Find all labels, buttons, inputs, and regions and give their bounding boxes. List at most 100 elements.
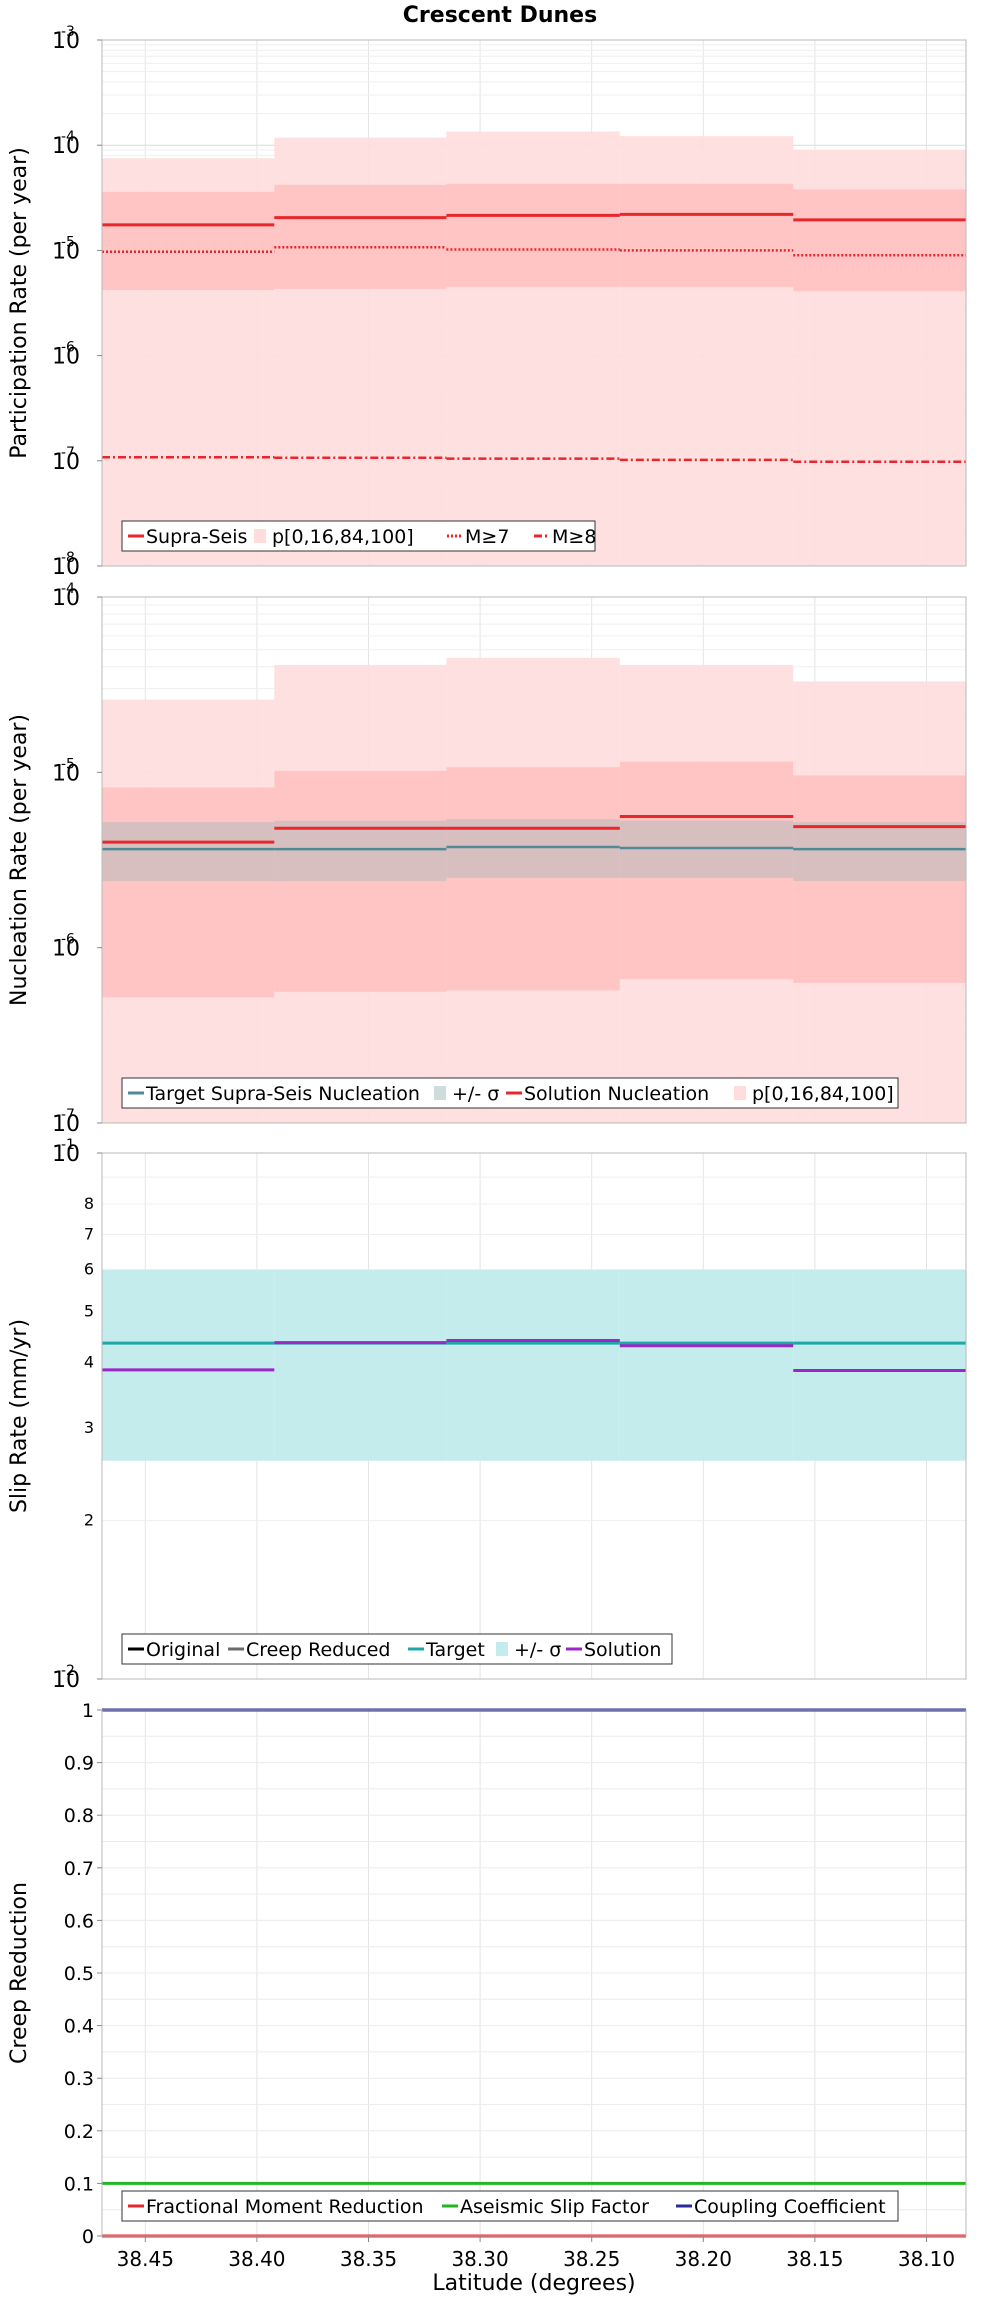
legend-label: Supra-Seis bbox=[146, 526, 247, 548]
band-rect-p-0-16-84-100-inner bbox=[619, 761, 794, 980]
legend-label: Coupling Coefficient bbox=[694, 2196, 886, 2218]
band-rect-p-0-16-84-100-inner bbox=[274, 184, 447, 289]
band-rect-p-0-16-84-100-inner bbox=[446, 183, 620, 287]
y-axis-label: Participation Rate (per year) bbox=[7, 147, 32, 459]
legend-label: +/- σ bbox=[452, 1083, 499, 1105]
legend-label: Original bbox=[146, 1639, 220, 1661]
y-tick-label: 0.8 bbox=[64, 1805, 94, 1827]
legend-label: p[0,16,84,100] bbox=[752, 1083, 894, 1105]
y-tick-label: 10 bbox=[52, 937, 80, 962]
x-tick-label: 38.20 bbox=[675, 2247, 732, 2271]
legend-swatch bbox=[734, 1086, 746, 1100]
creep-reduction-panel: 1 0.9 0.8 0.7 0.6 0.5 0.4 0.3 0.2 0.1 0 Creep Reduc… bbox=[7, 1700, 967, 2248]
legend-label: M≥7 bbox=[465, 526, 509, 548]
band-rect-p-0-16-84-100-inner bbox=[102, 191, 275, 291]
y-tick-exponent: -6 bbox=[61, 340, 75, 356]
y-tick-label: 1 bbox=[82, 1700, 94, 1722]
legend-box bbox=[121, 520, 596, 552]
legend: Original Creep Reduced Target +/- σ Solution bbox=[121, 1633, 673, 1665]
band-rect-- bbox=[274, 1269, 447, 1461]
y-tick-label: 0.1 bbox=[64, 2173, 94, 2195]
legend-label: M≥8 bbox=[552, 526, 596, 548]
y-tick-label: 0.7 bbox=[64, 1858, 94, 1880]
y-axis-label: Slip Rate (mm/yr) bbox=[7, 1319, 32, 1513]
x-tick-label: 38.10 bbox=[898, 2247, 955, 2271]
y-minor-tick-label: 6 bbox=[84, 1260, 94, 1279]
y-tick-label: 10 bbox=[52, 239, 80, 264]
legend-swatch bbox=[496, 1642, 508, 1656]
band-rect-- bbox=[793, 1269, 966, 1461]
legend: Target Supra-Seis Nucleation +/- σ Solutio… bbox=[121, 1077, 899, 1109]
y-tick-label: 10 bbox=[52, 345, 80, 370]
legend-box bbox=[121, 2190, 899, 2222]
legend-label: Solution bbox=[584, 1639, 661, 1661]
y-tick-exponent: -3 bbox=[61, 24, 75, 40]
y-tick-label: 10 bbox=[52, 1668, 80, 1693]
band-rect-- bbox=[619, 1269, 794, 1461]
legend-label: p[0,16,84,100] bbox=[272, 526, 414, 548]
y-minor-tick-label: 8 bbox=[84, 1194, 94, 1213]
band-rect-- bbox=[274, 820, 447, 882]
y-tick-exponent: -8 bbox=[61, 550, 75, 566]
y-tick-exponent: -6 bbox=[61, 932, 75, 948]
band-rect-- bbox=[446, 1269, 620, 1461]
y-minor-tick-label: 3 bbox=[84, 1418, 94, 1437]
y-tick-label: 10 bbox=[52, 29, 80, 54]
y-axis-label: Creep Reduction bbox=[7, 1882, 32, 2064]
y-tick-label: 10 bbox=[52, 134, 80, 159]
y-tick-label: 10 bbox=[52, 1142, 80, 1167]
band-rect-p-0-16-84-100-inner bbox=[274, 770, 447, 992]
legend-swatch bbox=[254, 529, 266, 543]
y-minor-tick-label: 2 bbox=[84, 1511, 94, 1530]
y-tick-label: 0.2 bbox=[64, 2121, 94, 2143]
y-tick-label: 0.4 bbox=[64, 2016, 94, 2038]
y-minor-tick-label: 4 bbox=[84, 1352, 94, 1371]
y-tick-label: 10 bbox=[52, 555, 80, 580]
legend-label: +/- σ bbox=[514, 1639, 561, 1661]
y-tick-exponent: -1 bbox=[61, 1137, 75, 1153]
y-tick-exponent: -7 bbox=[61, 445, 75, 461]
y-tick-label: 0 bbox=[82, 2226, 94, 2248]
y-tick-exponent: -5 bbox=[61, 234, 75, 250]
x-tick-label: 38.35 bbox=[340, 2247, 397, 2271]
band-rect-- bbox=[102, 822, 275, 882]
y-tick-label: 0.3 bbox=[64, 2068, 94, 2090]
y-tick-exponent: -7 bbox=[61, 1107, 75, 1123]
grid bbox=[102, 1709, 966, 2237]
x-tick-label: 38.40 bbox=[228, 2247, 285, 2271]
legend-swatch bbox=[434, 1086, 446, 1100]
figure-title: Crescent Dunes bbox=[403, 3, 597, 28]
band-rect-- bbox=[793, 822, 966, 882]
band-rect-p-0-16-84-100-inner bbox=[793, 189, 966, 292]
band-rect-p-0-16-84-100-inner bbox=[446, 767, 620, 991]
x-tick-label: 38.45 bbox=[117, 2247, 174, 2271]
y-minor-tick-label: 5 bbox=[84, 1301, 94, 1320]
y-tick-exponent: -4 bbox=[61, 581, 75, 597]
band-rect-p-0-16-84-100-inner bbox=[619, 183, 794, 287]
legend: Supra-Seis p[0,16,84,100] M≥7 M≥8 bbox=[121, 520, 596, 552]
plot-frame bbox=[101, 39, 967, 567]
y-axis-label: Nucleation Rate (per year) bbox=[7, 714, 32, 1006]
plot-frame bbox=[101, 1152, 967, 1680]
y-tick-label: 10 bbox=[52, 1112, 80, 1137]
plot-frame bbox=[101, 596, 967, 1124]
y-tick-label: 0.5 bbox=[64, 1963, 94, 1985]
legend-label: Fractional Moment Reduction bbox=[146, 2196, 424, 2218]
band-rect-- bbox=[102, 1269, 275, 1461]
legend-label: Target bbox=[425, 1639, 485, 1661]
band-rect-p-0-16-84-100-inner bbox=[793, 775, 966, 983]
y-tick-label: 10 bbox=[52, 586, 80, 611]
x-tick-label: 38.15 bbox=[786, 2247, 843, 2271]
x-tick-label: 38.30 bbox=[451, 2247, 508, 2271]
x-axis-label: Latitude (degrees) bbox=[432, 2271, 635, 2296]
y-tick-exponent: -4 bbox=[61, 129, 75, 145]
legend-label: Target Supra-Seis Nucleation bbox=[145, 1083, 420, 1105]
y-tick-label: 10 bbox=[52, 450, 80, 475]
x-tick-label: 38.25 bbox=[563, 2247, 620, 2271]
band-rect-p-0-16-84-100-inner bbox=[102, 787, 275, 998]
y-tick-exponent: -5 bbox=[61, 756, 75, 772]
